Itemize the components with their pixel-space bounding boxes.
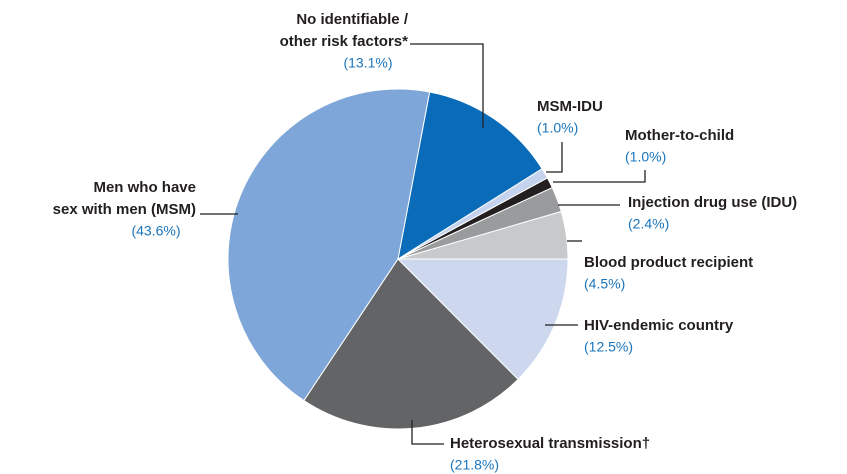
label-line: MSM-IDU (537, 98, 603, 115)
slice-label: Men who have sex with men (MSM) (53, 179, 196, 218)
value-label: (2.4%) (628, 216, 669, 232)
slice-label: Mother-to-child (625, 127, 734, 144)
value-label: (4.5%) (584, 276, 625, 292)
pie-slice (227, 88, 431, 402)
label-line: other risk factors* (280, 33, 409, 50)
slice-label: HIV-endemic country (584, 317, 734, 334)
slice-label: Heterosexual transmission† (450, 435, 650, 452)
leader-line (411, 420, 444, 445)
label-line: Injection drug use (IDU) (628, 194, 797, 211)
leader-line (553, 170, 646, 183)
label-line: No identifiable / (296, 11, 409, 28)
value-label: (12.5%) (584, 339, 633, 355)
slice-label: No identifiable / other risk factors* (280, 11, 409, 50)
label-line: HIV-endemic country (584, 317, 734, 334)
label-line: Heterosexual transmission† (450, 435, 650, 452)
pie-slice (397, 91, 543, 261)
value-label: (1.0%) (625, 149, 666, 165)
value-label: (1.0%) (537, 120, 578, 136)
label-line: Mother-to-child (625, 127, 734, 144)
slice-label: Injection drug use (IDU) (628, 194, 797, 211)
value-label: (21.8%) (450, 457, 499, 473)
label-line: Blood product recipient (584, 254, 753, 271)
leader-line (410, 43, 484, 128)
label-line: Men who have (93, 179, 196, 196)
value-label: (43.6%) (131, 223, 180, 239)
slice-label: Blood product recipient (584, 254, 753, 271)
leader-line (546, 142, 563, 173)
label-line: sex with men (MSM) (53, 201, 196, 218)
pie-slice (396, 258, 569, 381)
value-label: (13.1%) (343, 55, 392, 71)
pie-slice (303, 258, 519, 430)
slice-label: MSM-IDU (537, 98, 603, 115)
